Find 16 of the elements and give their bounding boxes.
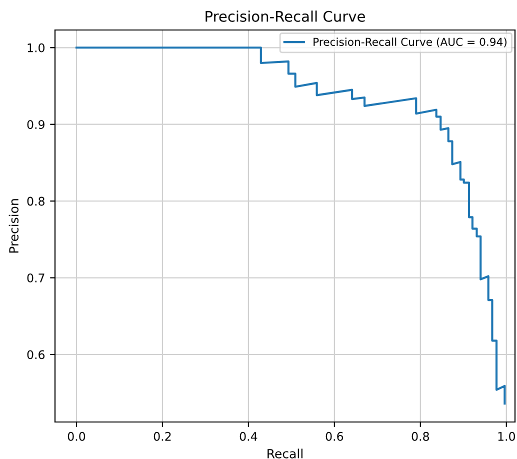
line-series [75, 46, 506, 405]
y-tick-label: 0.9 [27, 120, 44, 130]
x-tick-label: 0.6 [326, 432, 344, 441]
y-axis-title: Precision [8, 199, 19, 253]
y-tick-label: 0.6 [27, 350, 45, 360]
y-tick-label: 0.8 [27, 196, 44, 206]
x-tick-label: 0.0 [68, 432, 86, 441]
x-tick-label: 0.2 [154, 432, 171, 441]
y-tick-label: 1.0 [28, 43, 44, 52]
x-tick-label: 0.8 [412, 432, 429, 441]
chart-title: Precision-Recall Curve [206, 10, 365, 22]
x-tick-label: 1.0 [498, 432, 516, 441]
y-tick-label: 0.7 [27, 274, 44, 282]
x-axis-title: Recall [268, 448, 302, 458]
legend-label: Precision-Recall Curve (AUC = 0.94) [314, 38, 506, 48]
x-tick-label: 0.4 [240, 432, 258, 441]
